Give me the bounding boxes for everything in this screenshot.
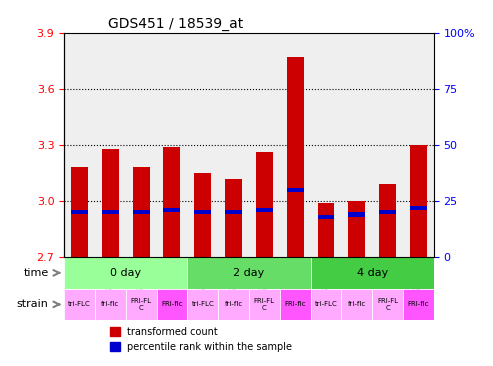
Bar: [287, 57, 304, 257]
Bar: [164, 147, 180, 257]
Bar: [126, 33, 157, 257]
Text: GSM8879: GSM8879: [414, 258, 423, 298]
Bar: [249, 33, 280, 257]
Bar: [194, 173, 211, 257]
FancyBboxPatch shape: [126, 289, 157, 320]
Bar: [410, 206, 427, 210]
Text: fri-flc: fri-flc: [101, 301, 119, 307]
Text: time: time: [24, 268, 49, 278]
Bar: [95, 33, 126, 257]
Text: FRI-flc: FRI-flc: [161, 301, 183, 307]
Text: tri-FLC: tri-FLC: [191, 301, 214, 307]
Bar: [280, 33, 311, 257]
FancyBboxPatch shape: [64, 257, 187, 289]
Text: FRI-FL
C: FRI-FL C: [377, 298, 398, 311]
Text: 2 day: 2 day: [233, 268, 265, 278]
Bar: [133, 210, 149, 214]
FancyBboxPatch shape: [187, 289, 218, 320]
FancyBboxPatch shape: [64, 289, 95, 320]
FancyBboxPatch shape: [403, 289, 434, 320]
FancyBboxPatch shape: [280, 289, 311, 320]
Bar: [349, 212, 365, 217]
Text: GSM8877: GSM8877: [168, 258, 176, 299]
Text: GSM8876: GSM8876: [383, 258, 392, 299]
Bar: [218, 33, 249, 257]
Bar: [317, 215, 334, 219]
Text: GSM8869: GSM8869: [198, 258, 207, 298]
Text: 0 day: 0 day: [110, 268, 141, 278]
Bar: [379, 184, 396, 257]
Text: GSM8878: GSM8878: [291, 258, 300, 299]
Text: GSM8874: GSM8874: [137, 258, 145, 298]
Text: FRI-FL
C: FRI-FL C: [131, 298, 152, 311]
Bar: [341, 33, 372, 257]
Bar: [71, 210, 88, 214]
Text: FRI-FL
C: FRI-FL C: [254, 298, 275, 311]
Bar: [311, 33, 341, 257]
Bar: [102, 210, 119, 214]
FancyBboxPatch shape: [311, 289, 341, 320]
Bar: [317, 203, 334, 257]
FancyBboxPatch shape: [249, 289, 280, 320]
Text: GSM8868: GSM8868: [75, 258, 84, 299]
Bar: [256, 208, 273, 212]
FancyBboxPatch shape: [157, 289, 187, 320]
Text: tri-FLC: tri-FLC: [68, 301, 91, 307]
FancyBboxPatch shape: [187, 257, 311, 289]
Bar: [349, 201, 365, 257]
Bar: [256, 153, 273, 257]
Text: GSM8871: GSM8871: [106, 258, 115, 298]
Bar: [164, 208, 180, 212]
Bar: [287, 188, 304, 192]
Text: tri-FLC: tri-FLC: [315, 301, 337, 307]
FancyBboxPatch shape: [218, 289, 249, 320]
Bar: [225, 179, 242, 257]
Bar: [133, 167, 149, 257]
Text: GSM8872: GSM8872: [229, 258, 238, 298]
Text: GSM8875: GSM8875: [260, 258, 269, 298]
Legend: transformed count, percentile rank within the sample: transformed count, percentile rank withi…: [106, 323, 296, 356]
Bar: [225, 210, 242, 214]
Bar: [71, 167, 88, 257]
FancyBboxPatch shape: [311, 257, 434, 289]
Bar: [410, 145, 427, 257]
Text: FRI-flc: FRI-flc: [284, 301, 306, 307]
Bar: [64, 33, 95, 257]
Text: 4 day: 4 day: [356, 268, 388, 278]
Bar: [194, 210, 211, 214]
Bar: [187, 33, 218, 257]
Bar: [157, 33, 187, 257]
Bar: [372, 33, 403, 257]
Bar: [403, 33, 434, 257]
Bar: [379, 210, 396, 214]
Bar: [102, 149, 119, 257]
Text: fri-flc: fri-flc: [348, 301, 366, 307]
FancyBboxPatch shape: [341, 289, 372, 320]
Text: fri-flc: fri-flc: [224, 301, 243, 307]
Text: GSM8870: GSM8870: [321, 258, 330, 298]
Text: GSM8873: GSM8873: [352, 258, 361, 299]
Text: FRI-flc: FRI-flc: [408, 301, 429, 307]
FancyBboxPatch shape: [372, 289, 403, 320]
FancyBboxPatch shape: [95, 289, 126, 320]
Text: GDS451 / 18539_at: GDS451 / 18539_at: [108, 16, 244, 30]
Text: strain: strain: [17, 299, 49, 309]
